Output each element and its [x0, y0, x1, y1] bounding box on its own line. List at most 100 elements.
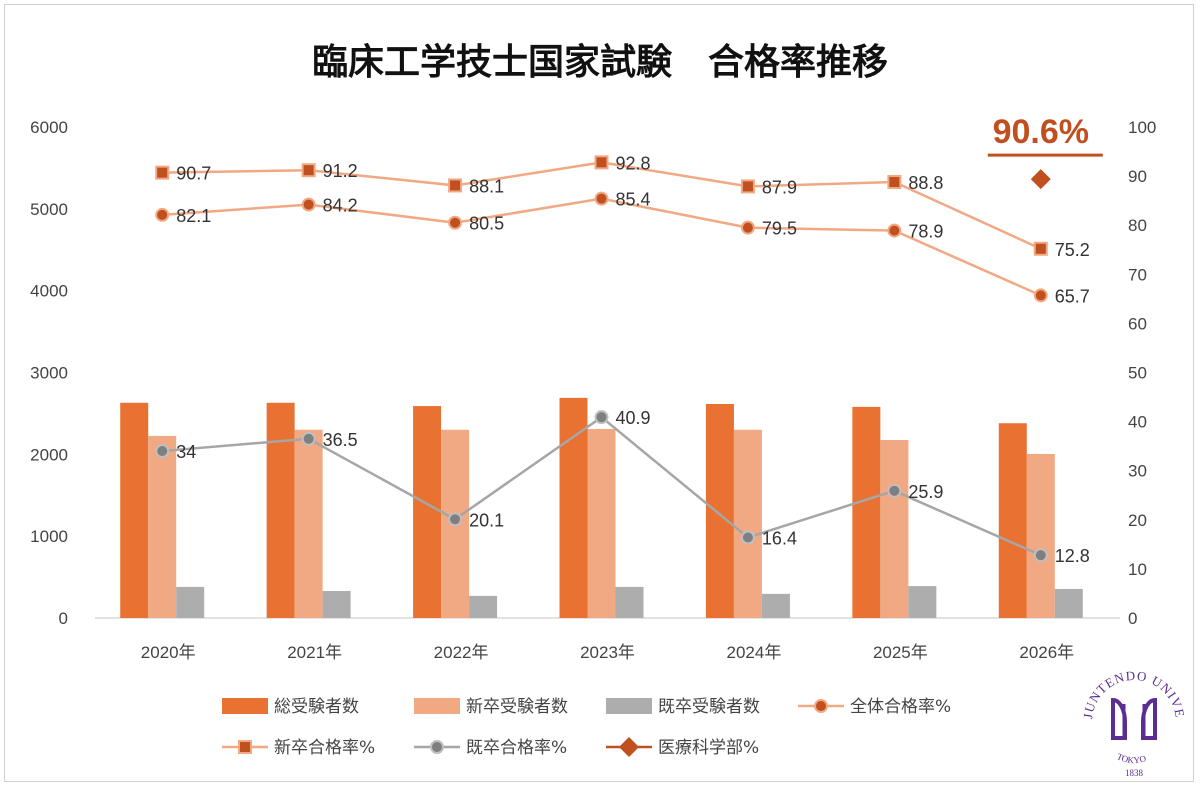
line-marker-3	[887, 483, 902, 498]
data-label: 92.8	[616, 153, 651, 173]
line-marker-1	[448, 215, 463, 230]
bar-1	[705, 404, 734, 618]
right-axis-tick: 50	[1128, 364, 1147, 383]
line-marker-1	[155, 207, 170, 222]
chart-frame	[4, 4, 1194, 782]
data-label: 20.1	[469, 510, 504, 530]
bar-1	[998, 423, 1027, 618]
bar-2	[1026, 453, 1055, 618]
x-axis-tick: 2021年	[287, 643, 342, 662]
line-marker-1	[301, 197, 316, 212]
bar-3	[469, 595, 498, 618]
x-axis-tick: 2020年	[141, 643, 196, 662]
line-marker-2	[594, 155, 609, 170]
right-axis-tick: 20	[1128, 511, 1147, 530]
left-axis-tick: 2000	[30, 445, 68, 464]
legend-label: 既卒合格率%	[466, 738, 567, 758]
left-axis-tick: 0	[59, 609, 68, 628]
right-axis-tick: 100	[1128, 118, 1156, 137]
x-axis-tick: 2022年	[434, 643, 489, 662]
right-axis-tick: 60	[1128, 314, 1147, 333]
line-marker-2	[155, 165, 170, 180]
data-label: 88.1	[469, 176, 504, 196]
line-marker-3	[155, 444, 170, 459]
left-axis-tick: 5000	[30, 200, 68, 219]
legend-swatch	[606, 698, 652, 714]
data-label: 82.1	[176, 206, 211, 226]
dept-rate-label: 90.6%	[993, 113, 1089, 151]
bar-3	[322, 590, 351, 618]
line-marker-3	[448, 512, 463, 527]
legend-swatch	[222, 698, 268, 714]
left-axis-tick: 4000	[30, 282, 68, 301]
line-marker-3	[594, 410, 609, 425]
left-axis-tick: 3000	[30, 364, 68, 383]
data-label: 91.2	[323, 161, 358, 181]
bar-1	[559, 397, 588, 618]
data-label: 79.5	[762, 219, 797, 239]
bar-1	[852, 406, 881, 618]
right-axis-tick: 40	[1128, 413, 1147, 432]
bar-3	[615, 586, 644, 618]
bar-2	[294, 429, 323, 618]
bar-2	[733, 429, 762, 618]
bar-3	[761, 593, 790, 618]
bar-3	[176, 586, 205, 618]
bar-3	[908, 586, 937, 618]
line-marker-3	[1033, 548, 1048, 563]
chart-title: 臨床工学技士国家試験 合格率推移	[312, 41, 888, 83]
bar-1	[266, 402, 295, 618]
legend-swatch	[414, 698, 460, 714]
bar-1	[120, 402, 149, 618]
legend-label: 総受験者数	[274, 697, 359, 717]
legend-label: 新卒受験者数	[466, 697, 568, 717]
line-marker-3	[740, 530, 755, 545]
data-label: 12.8	[1055, 546, 1090, 566]
legend-item: 医療科学部%	[606, 737, 759, 758]
legend-marker	[238, 740, 252, 754]
data-label: 84.2	[323, 196, 358, 216]
line-marker-3	[301, 431, 316, 446]
bar-3	[1054, 588, 1083, 618]
legend-label: 全体合格率%	[850, 697, 951, 717]
data-label: 65.7	[1055, 286, 1090, 306]
right-axis-tick: 0	[1128, 609, 1137, 628]
line-series-1	[162, 197, 1042, 297]
legend-item: 新卒合格率%	[222, 738, 375, 758]
right-axis-tick: 30	[1128, 462, 1147, 481]
line-marker-1	[740, 220, 755, 235]
legend-marker	[430, 740, 444, 754]
dept-marker	[1030, 169, 1051, 190]
x-axis-tick: 2026年	[1019, 643, 1074, 662]
data-label: 36.5	[323, 430, 358, 450]
data-label: 34	[176, 442, 196, 462]
data-label: 80.5	[469, 214, 504, 234]
x-axis-tick: 2023年	[580, 643, 635, 662]
bar-2	[148, 435, 177, 618]
svg-text:1838: 1838	[1125, 768, 1144, 778]
legend-item: 全体合格率%	[798, 697, 951, 717]
line-marker-2	[448, 178, 463, 193]
data-label: 88.8	[908, 173, 943, 193]
line-marker-1	[1033, 288, 1048, 303]
data-label: 87.9	[762, 177, 797, 197]
right-axis-tick: 90	[1128, 167, 1147, 186]
line-marker-2	[740, 179, 755, 194]
x-axis-tick: 2025年	[873, 643, 928, 662]
bar-2	[880, 440, 909, 618]
right-axis-tick: 80	[1128, 216, 1147, 235]
x-axis-tick: 2024年	[727, 643, 782, 662]
legend-item: 既卒受験者数	[606, 697, 760, 717]
legend-label: 既卒受験者数	[658, 697, 760, 717]
left-axis-tick: 1000	[30, 527, 68, 546]
legend-item: 新卒受験者数	[414, 697, 568, 717]
data-label: 40.9	[616, 408, 651, 428]
data-label: 85.4	[616, 190, 651, 210]
line-marker-1	[594, 191, 609, 206]
svg-text:TOKYO: TOKYO	[1115, 751, 1147, 765]
legend-marker	[619, 737, 639, 757]
line-marker-2	[1033, 241, 1048, 256]
legend-marker	[814, 699, 828, 713]
legend-label: 医療科学部%	[658, 738, 759, 758]
